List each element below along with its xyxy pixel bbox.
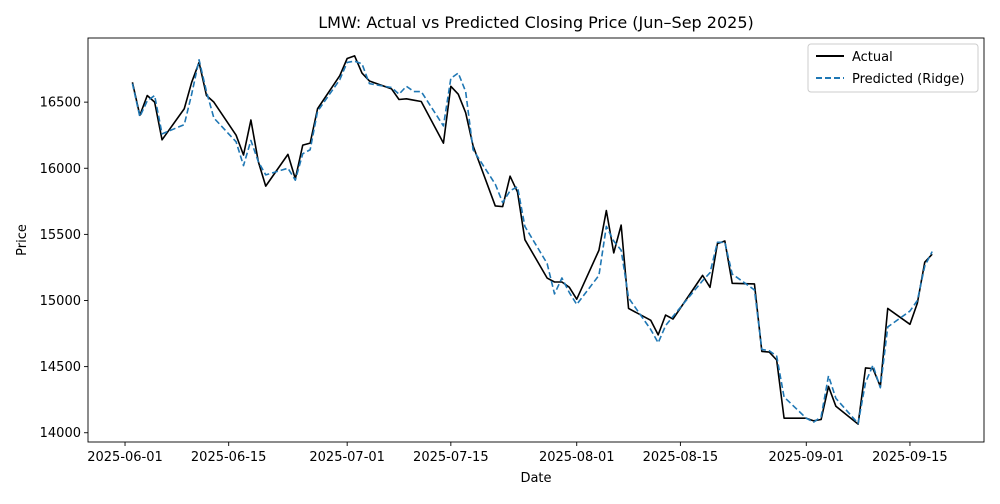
y-axis-label: Price (15, 224, 30, 256)
y-axis-ticks: 14000 14500 15000 15500 16000 16500 (40, 96, 88, 441)
y-tick-label: 16000 (40, 162, 81, 177)
series-line-predicted (131, 59, 933, 425)
x-tick-label: 2025-09-01 (768, 450, 844, 465)
legend-label-actual: Actual (852, 50, 893, 65)
legend: Actual Predicted (Ridge) (807, 43, 979, 93)
x-axis-ticks: 2025-06-01 2025-06-15 2025-07-01 2025-07-15… (87, 442, 948, 465)
plot-area (131, 55, 933, 425)
y-tick-label: 16500 (40, 96, 81, 111)
plot-frame (87, 37, 985, 443)
y-tick-label: 15000 (40, 294, 81, 309)
x-tick-label: 2025-08-15 (643, 450, 719, 465)
legend-box (807, 43, 979, 93)
x-tick-label: 2025-07-01 (309, 450, 385, 465)
x-axis-label: Date (520, 471, 551, 486)
y-tick-label: 14500 (40, 360, 81, 375)
y-tick-label: 15500 (40, 228, 81, 243)
x-tick-label: 2025-08-01 (539, 450, 615, 465)
x-tick-label: 2025-06-15 (191, 450, 267, 465)
legend-label-predicted: Predicted (Ridge) (852, 72, 964, 87)
chart-title: LMW: Actual vs Predicted Closing Price (… (318, 13, 754, 32)
x-tick-label: 2025-09-15 (872, 450, 948, 465)
x-tick-label: 2025-06-01 (87, 450, 163, 465)
y-tick-label: 14000 (40, 426, 81, 441)
x-tick-label: 2025-07-15 (413, 450, 489, 465)
